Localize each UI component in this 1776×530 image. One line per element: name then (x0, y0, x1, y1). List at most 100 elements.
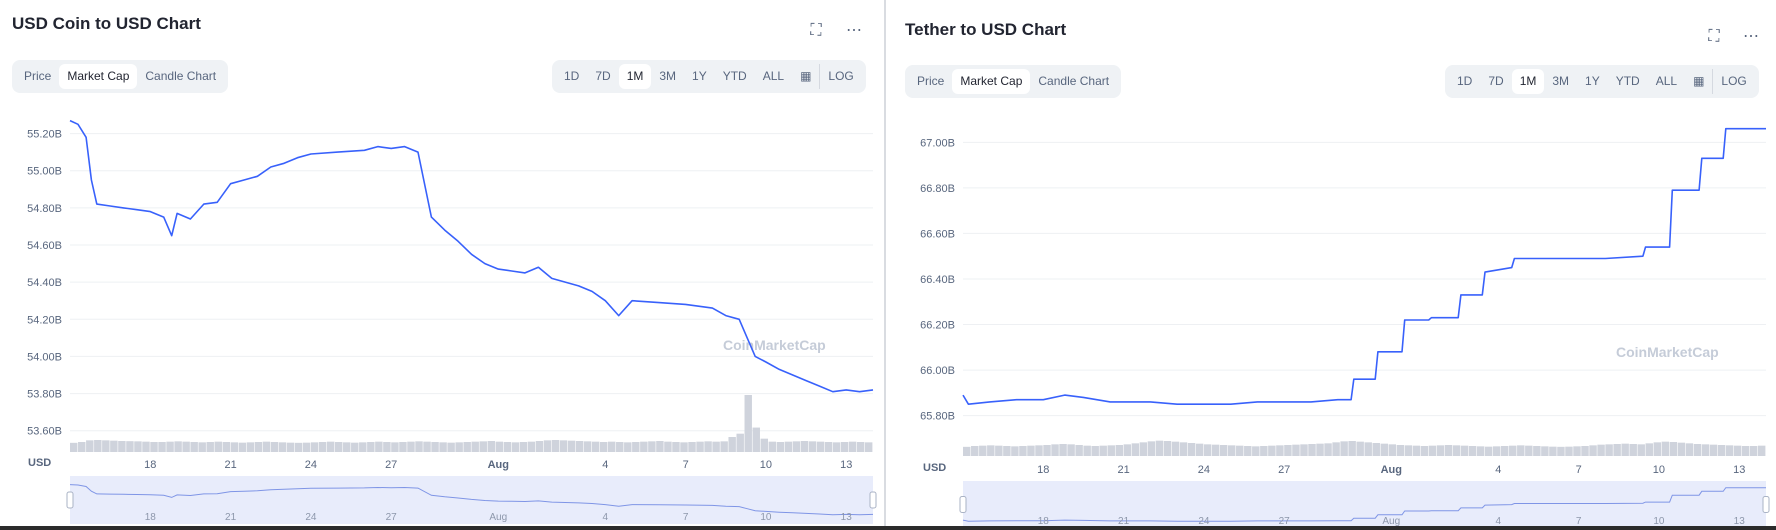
log-toggle[interactable]: LOG (819, 64, 861, 89)
tab-candle-chart[interactable]: Candle Chart (1038, 74, 1110, 88)
volume-bar (1412, 445, 1421, 456)
volume-bar (1059, 444, 1067, 456)
volume-bar (535, 441, 544, 452)
volume-bar (1091, 446, 1099, 456)
volume-bar (1035, 445, 1043, 456)
volume-bar (760, 438, 769, 452)
volume-bar (527, 441, 536, 452)
fullscreen-icon[interactable]: ⛶ (810, 22, 822, 39)
volume-bar (1195, 443, 1204, 456)
tab-market-cap[interactable]: Market Cap (59, 64, 138, 89)
range-3m[interactable]: 3M (659, 69, 677, 83)
volume-bar (351, 442, 359, 452)
tab-candle-chart[interactable]: Candle Chart (145, 69, 217, 83)
navigator-tick-label: 7 (1576, 516, 1582, 527)
x-tick-label: 4 (602, 459, 608, 471)
range-7d[interactable]: 7D (595, 69, 611, 83)
x-tick-label: 18 (144, 459, 156, 471)
volume-bar (575, 441, 584, 452)
volume-bar (1557, 446, 1565, 456)
volume-bar (648, 441, 656, 452)
volume-bar (599, 442, 608, 452)
range-navigator (70, 476, 873, 524)
fullscreen-icon[interactable]: ⛶ (1708, 28, 1720, 45)
range-1d[interactable]: 1D (1457, 74, 1473, 88)
volume-bar (1075, 445, 1083, 456)
volume-bar (1436, 445, 1445, 456)
more-icon[interactable]: ⋯ (846, 22, 862, 39)
y-tick-label: 54.60B (27, 240, 62, 252)
market-cap-chart[interactable]: CoinMarketCap 65.80B 66.00B 66.20B 66.40B 66.… (895, 0, 1776, 530)
volume-bar (326, 441, 335, 452)
x-tick-label: 10 (760, 459, 772, 471)
volume-bar (479, 441, 487, 452)
volume-bar (824, 442, 833, 452)
volume-bar (632, 442, 640, 452)
more-icon[interactable]: ⋯ (1743, 28, 1759, 45)
volume-bar (1613, 444, 1621, 456)
volume-bar (1653, 442, 1662, 456)
volume-bar (1011, 446, 1019, 456)
volume-bar (688, 442, 696, 452)
volume-bar (1019, 446, 1027, 456)
volume-bar (1444, 445, 1453, 456)
range-ytd[interactable]: YTD (722, 69, 747, 83)
volume-bar (399, 442, 407, 452)
navigator-tick-label: 21 (225, 512, 237, 523)
volume-bar (262, 441, 271, 452)
volume-bar (1316, 443, 1324, 456)
range-1d[interactable]: 1D (564, 69, 580, 83)
range-all[interactable]: ALL (1655, 74, 1678, 88)
volume-bar (1428, 445, 1437, 456)
volume-bar (142, 441, 150, 452)
volume-bar (712, 441, 720, 452)
range-ytd[interactable]: YTD (1615, 74, 1640, 88)
calendar-icon[interactable]: ▦ (1693, 74, 1705, 88)
market-cap-chart[interactable]: CoinMarketCap 53.60B 53.80B 54.00B 54.20B 54.… (0, 0, 880, 530)
range-3m[interactable]: 3M (1552, 74, 1570, 88)
volume-bar (1236, 445, 1244, 456)
x-tick-label: 7 (1576, 464, 1582, 476)
range-7d[interactable]: 7D (1488, 74, 1504, 88)
volume-bar (471, 441, 479, 452)
volume-bar (1741, 446, 1750, 456)
panel-divider (884, 0, 886, 530)
volume-bar (343, 442, 351, 452)
volume-bar (704, 441, 712, 452)
chart-title: Tether to USD Chart (905, 20, 1067, 39)
volume-bar (1509, 445, 1517, 456)
x-tick-label: Aug (488, 459, 509, 471)
volume-bar (1332, 442, 1340, 456)
tab-price[interactable]: Price (917, 74, 945, 88)
volume-bar (848, 441, 857, 452)
volume-bar (1372, 443, 1380, 456)
volume-bar (543, 440, 552, 452)
volume-bar (1083, 445, 1091, 456)
tab-market-cap[interactable]: Market Cap (952, 69, 1031, 94)
x-tick-label: 24 (1198, 464, 1210, 476)
volume-bar (816, 441, 825, 452)
volume-bar (495, 441, 504, 452)
range-all[interactable]: ALL (762, 69, 785, 83)
volume-bar (1597, 444, 1605, 456)
currency-label: USD (923, 462, 947, 474)
volume-bar (222, 442, 230, 452)
volume-bar (70, 442, 78, 452)
volume-bar (1308, 444, 1316, 456)
volume-bar (1131, 443, 1140, 456)
range-1y[interactable]: 1Y (692, 69, 707, 83)
calendar-icon[interactable]: ▦ (800, 69, 812, 83)
range-1m[interactable]: 1M (618, 64, 652, 89)
volume-bar (158, 442, 166, 452)
tab-price[interactable]: Price (24, 69, 52, 83)
volume-bar (1420, 446, 1429, 456)
navigator-tick-label: 10 (760, 512, 772, 523)
volume-bar (1541, 446, 1549, 456)
range-1y[interactable]: 1Y (1585, 74, 1600, 88)
volume-bar (608, 441, 616, 452)
volume-bar (1211, 444, 1220, 456)
range-1m[interactable]: 1M (1511, 69, 1545, 94)
navigator-handle-right (869, 491, 877, 509)
log-toggle[interactable]: LOG (1712, 69, 1754, 94)
volume-bar (174, 441, 182, 452)
